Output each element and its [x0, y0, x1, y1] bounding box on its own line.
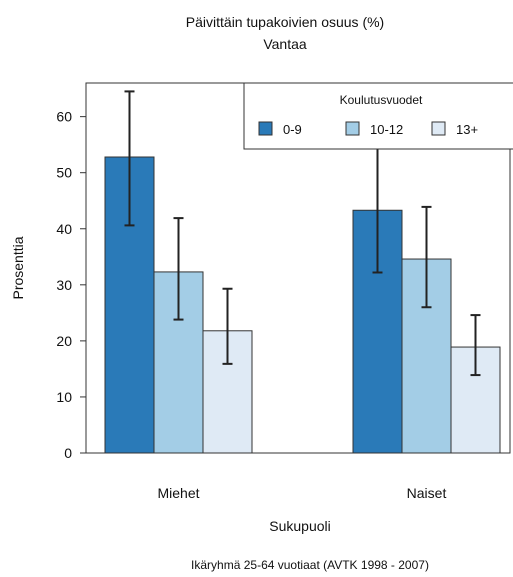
- legend-swatch-10-12: [345, 121, 360, 136]
- x-axis-label: Sukupuoli: [269, 518, 331, 534]
- y-tick-label: 0: [64, 445, 72, 461]
- y-axis-label: Prosenttia: [10, 236, 26, 299]
- chart-caption: Ikäryhmä 25-64 vuotiaat (AVTK 1998 - 200…: [191, 558, 429, 572]
- bar-0-9-Miehet: [104, 156, 155, 454]
- legend-box: [243, 82, 513, 150]
- y-tick-label: 50: [56, 165, 72, 181]
- chart-subtitle: Vantaa: [263, 36, 307, 52]
- y-tick-label: 40: [56, 221, 72, 237]
- y-tick-label: 30: [56, 277, 72, 293]
- legend-label-13+: 13+: [456, 122, 478, 137]
- legend-swatch-13+: [431, 121, 446, 136]
- legend-label-0-9: 0-9: [283, 122, 302, 137]
- y-tick-label: 10: [56, 389, 72, 405]
- legend-title: Koulutusvuodet: [340, 93, 423, 107]
- legend-swatch-0-9: [258, 121, 273, 136]
- x-tick-label: Miehet: [157, 485, 199, 501]
- chart-title: Päivittäin tupakoivien osuus (%): [186, 14, 384, 30]
- y-tick-label: 60: [56, 109, 72, 125]
- x-tick-label: Naiset: [407, 485, 447, 501]
- plot-area: 0 10 20 30 40 50 60 Miehet Naiset: [56, 82, 511, 501]
- y-tick-label: 20: [56, 333, 72, 349]
- legend-label-10-12: 10-12: [370, 122, 403, 137]
- legend: Koulutusvuodet 0-9 10-12 13+: [243, 82, 513, 150]
